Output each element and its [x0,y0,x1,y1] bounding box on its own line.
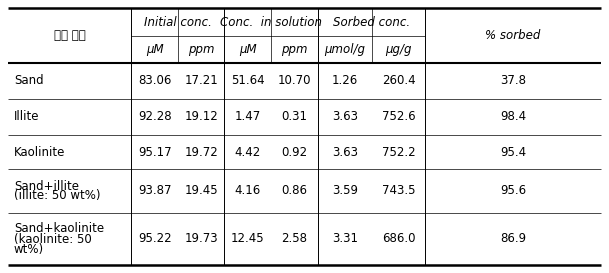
Text: μmol/g: μmol/g [325,43,365,56]
Text: 1.26: 1.26 [332,75,358,88]
Text: 98.4: 98.4 [500,111,526,123]
Text: Kaolinite: Kaolinite [14,146,65,159]
Text: 19.45: 19.45 [185,185,218,197]
Text: ppm: ppm [281,43,308,56]
Text: ppm: ppm [188,43,214,56]
Text: 12.45: 12.45 [231,233,264,245]
Text: μM: μM [239,43,256,56]
Text: wt%): wt%) [14,242,44,256]
Text: Conc.  in solution: Conc. in solution [220,16,322,28]
Text: 0.92: 0.92 [281,146,307,159]
Text: μg/g: μg/g [385,43,412,56]
Text: 51.64: 51.64 [231,75,264,88]
Text: 83.06: 83.06 [138,75,172,88]
Text: Sand+kaolinite: Sand+kaolinite [14,222,104,236]
Text: % sorbed: % sorbed [485,29,541,42]
Text: Sorbed conc.: Sorbed conc. [333,16,410,28]
Text: 0.86: 0.86 [281,185,307,197]
Text: 752.2: 752.2 [382,146,415,159]
Text: 260.4: 260.4 [382,75,415,88]
Text: 95.17: 95.17 [138,146,172,159]
Text: 3.63: 3.63 [332,111,358,123]
Text: 2.58: 2.58 [281,233,307,245]
Text: 743.5: 743.5 [382,185,415,197]
Text: 3.59: 3.59 [332,185,358,197]
Text: 92.28: 92.28 [138,111,172,123]
Text: 17.21: 17.21 [185,75,218,88]
Text: Sand+illite: Sand+illite [14,180,79,192]
Text: (illite: 50 wt%): (illite: 50 wt%) [14,189,100,203]
Text: 37.8: 37.8 [500,75,526,88]
Text: 19.73: 19.73 [185,233,218,245]
Text: 4.16: 4.16 [234,185,261,197]
Text: 4.42: 4.42 [234,146,261,159]
Text: Illite: Illite [14,111,40,123]
Text: 95.22: 95.22 [138,233,172,245]
Text: μM: μM [146,43,164,56]
Text: 10.70: 10.70 [277,75,311,88]
Text: 3.31: 3.31 [332,233,358,245]
Text: 686.0: 686.0 [382,233,415,245]
Text: 93.87: 93.87 [138,185,172,197]
Text: 19.72: 19.72 [185,146,218,159]
Text: (kaolinite: 50: (kaolinite: 50 [14,233,92,245]
Text: 0.31: 0.31 [281,111,307,123]
Text: 95.6: 95.6 [500,185,526,197]
Text: 1.47: 1.47 [234,111,261,123]
Text: 3.63: 3.63 [332,146,358,159]
Text: 시룈 종류: 시룈 종류 [54,29,85,42]
Text: 95.4: 95.4 [500,146,526,159]
Text: Sand: Sand [14,75,44,88]
Text: 752.6: 752.6 [382,111,415,123]
Text: Initial conc.: Initial conc. [144,16,212,28]
Text: 86.9: 86.9 [500,233,526,245]
Text: 19.12: 19.12 [185,111,218,123]
